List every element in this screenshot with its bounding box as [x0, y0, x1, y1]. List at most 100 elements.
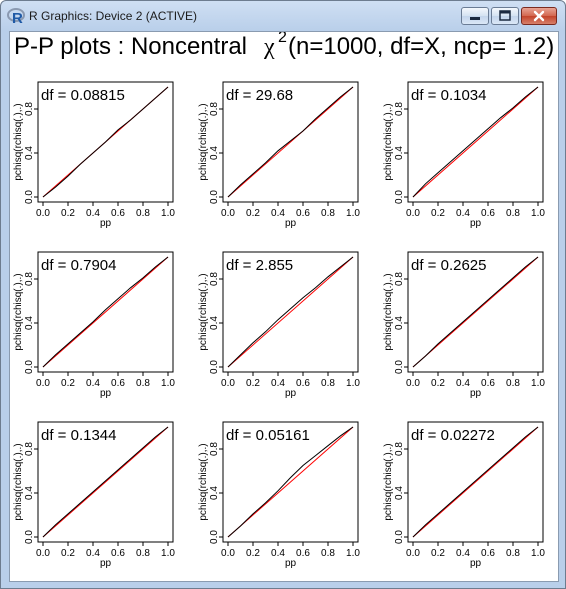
x-tick-label: 0.8 [321, 548, 335, 559]
x-tick-label: 0.0 [221, 378, 235, 389]
x-tick-label: 0.0 [406, 208, 420, 219]
pp-curve [412, 86, 539, 198]
x-tick-label: 1.0 [531, 378, 545, 389]
x-tick-label: 0.0 [36, 208, 50, 219]
svg-text:R: R [12, 10, 23, 25]
panel-grid: df = 0.08815 0.0 0.2 0.4 0.6 0.8 1.0 pp 0.0 0.4 0.… [13, 81, 545, 569]
pp-panel-1: df = 0.08815 0.0 0.2 0.4 0.6 0.8 1.0 pp 0.0 0.4 0.… [13, 81, 175, 229]
x-tick-label: 0.6 [296, 378, 310, 389]
pp-curve [412, 426, 539, 538]
x-axis-label: pp [285, 388, 297, 399]
x-tick-label: 0.4 [456, 548, 470, 559]
maximize-button[interactable] [491, 7, 519, 25]
x-tick-label: 0.8 [136, 378, 150, 389]
title-bar[interactable]: R R Graphics: Device 2 (ACTIVE) [1, 1, 565, 31]
x-tick-label: 1.0 [161, 548, 175, 559]
pp-plot-figure: P-P plots : Noncentral χ 2 (n=1000, df=X… [13, 32, 554, 569]
y-axis-label: pchisq(rchisq(.),.) [383, 443, 394, 520]
x-tick-label: 1.0 [346, 208, 360, 219]
y-tick-label: 0.4 [209, 316, 220, 330]
pp-curve [42, 426, 169, 538]
y-tick-label: 0.0 [394, 530, 405, 544]
pp-curve [412, 256, 539, 368]
x-tick-label: 0.6 [111, 378, 125, 389]
close-button[interactable] [521, 7, 557, 25]
y-tick-label: 0.4 [24, 316, 35, 330]
x-tick-label: 0.0 [36, 378, 50, 389]
x-tick-label: 0.6 [111, 548, 125, 559]
pp-curve [42, 256, 169, 368]
pp-panel-3: df = 0.1034 0.0 0.2 0.4 0.6 0.8 1.0 pp 0.0 0.4 0.8… [383, 81, 545, 229]
x-axis-label: pp [470, 218, 482, 229]
y-tick-label: 0.4 [394, 486, 405, 500]
y-tick-label: 0.0 [24, 530, 35, 544]
y-axis-label: pchisq(rchisq(.),.) [198, 103, 209, 180]
close-icon [533, 10, 545, 22]
y-tick-label: 0.0 [209, 530, 220, 544]
x-tick-label: 0.6 [481, 548, 495, 559]
pp-panel-2: df = 29.680.0 0.2 0.4 0.6 0.8 1.0pp0.00.40.8p… [198, 81, 360, 229]
y-tick-label: 0.4 [209, 486, 220, 500]
x-axis-label: pp [100, 388, 112, 399]
y-tick-label: 0.8 [394, 442, 405, 456]
x-tick-label: 1.0 [346, 548, 360, 559]
pp-curve [42, 86, 169, 198]
x-tick-label: 0.8 [506, 378, 520, 389]
x-axis-label: pp [100, 218, 112, 229]
x-tick-label: 0.2 [431, 548, 445, 559]
y-tick-label: 0.0 [394, 190, 405, 204]
y-axis-label: pchisq(rchisq(.),.) [198, 443, 209, 520]
reference-line [227, 426, 354, 538]
pp-panel-6: df = 0.2625 0.0 0.2 0.4 0.6 0.8 1.0 pp 0.0 0.4 0.8… [383, 251, 545, 399]
x-tick-label: 0.0 [221, 208, 235, 219]
reference-line [227, 256, 354, 368]
x-tick-label: 0.4 [456, 378, 470, 389]
x-axis-label: pp [285, 558, 297, 569]
x-tick-label: 0.6 [296, 208, 310, 219]
window-title: R Graphics: Device 2 (ACTIVE) [29, 9, 198, 23]
x-tick-label: 0.0 [221, 548, 235, 559]
x-tick-label: 0.2 [246, 208, 260, 219]
y-axis-label: pchisq(rchisq(.),.) [13, 103, 24, 180]
y-tick-label: 0.8 [209, 272, 220, 286]
pp-panel-9: df = 0.02272 0.0 0.2 0.4 0.6 0.8 1.0 pp 0.0 0.4 0.… [383, 421, 545, 569]
y-tick-label: 0.8 [24, 272, 35, 286]
figure-title: P-P plots : Noncentral χ 2 (n=1000, df=X… [14, 32, 554, 60]
x-axis-label: pp [470, 558, 482, 569]
panel-df-label: df = 0.2625 [411, 257, 486, 274]
pp-curve [227, 426, 354, 538]
reference-line [412, 426, 539, 538]
y-tick-label: 0.0 [394, 360, 405, 374]
x-tick-label: 1.0 [531, 208, 545, 219]
reference-line [412, 256, 539, 368]
y-tick-label: 0.4 [209, 146, 220, 160]
y-tick-label: 0.8 [24, 442, 35, 456]
y-tick-label: 0.8 [209, 442, 220, 456]
panel-df-label: df = 29.68 [226, 87, 293, 104]
reference-line [227, 86, 354, 198]
reference-line [412, 86, 539, 198]
y-tick-label: 0.0 [209, 190, 220, 204]
x-axis-label: pp [470, 388, 482, 399]
x-tick-label: 0.2 [61, 378, 75, 389]
panel-df-label: df = 0.08815 [41, 87, 125, 104]
x-tick-label: 0.6 [481, 208, 495, 219]
panel-df-label: df = 0.7904 [41, 257, 116, 274]
x-tick-label: 0.4 [271, 548, 285, 559]
y-axis-label: pchisq(rchisq(.),.) [383, 273, 394, 350]
y-tick-label: 0.8 [394, 272, 405, 286]
panel-df-label: df = 2.855 [226, 257, 293, 274]
x-axis-label: pp [100, 558, 112, 569]
chi-superscript: 2 [278, 32, 287, 46]
y-tick-label: 0.0 [209, 360, 220, 374]
minimize-button[interactable] [461, 7, 489, 25]
y-axis-label: pchisq(rchisq(.),.) [383, 103, 394, 180]
x-tick-label: 0.2 [61, 208, 75, 219]
x-tick-label: 0.2 [246, 548, 260, 559]
x-tick-label: 0.8 [321, 208, 335, 219]
y-tick-label: 0.4 [24, 486, 35, 500]
x-tick-label: 0.8 [136, 548, 150, 559]
y-axis-label: pchisq(rchisq(.),.) [13, 443, 24, 520]
x-tick-label: 0.4 [86, 548, 100, 559]
y-axis-label: pchisq(rchisq(.),.) [13, 273, 24, 350]
